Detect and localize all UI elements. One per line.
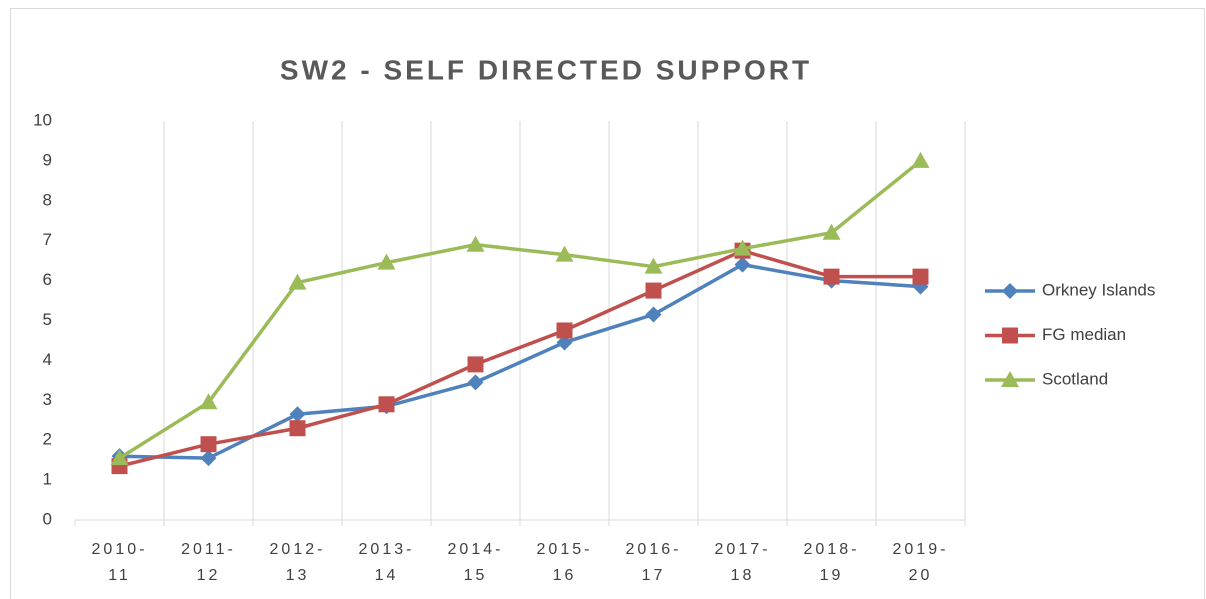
legend-label: FG median [1042,325,1126,344]
marker [645,282,662,299]
marker [377,253,396,270]
marker [1002,283,1018,299]
marker [1001,371,1019,387]
marker [288,273,307,290]
x-tick-label: 2014-15 [448,541,504,584]
marker [467,356,484,373]
marker [378,396,395,413]
y-tick-label: 0 [43,509,52,528]
marker [289,406,306,423]
y-tick-label: 9 [43,150,52,169]
marker [289,420,306,437]
marker [912,268,929,285]
series-line [119,248,921,468]
y-tick-label: 10 [33,110,52,129]
legend-label: Orkney Islands [1042,280,1155,299]
x-tick-label: 2017-18 [715,541,771,584]
marker [645,306,662,323]
x-tick-label: 2011-12 [181,541,236,584]
marker [466,235,485,252]
y-tick-label: 8 [43,190,52,209]
marker [734,256,751,273]
marker [911,151,930,168]
y-tick-label: 4 [43,350,52,369]
marker [1002,327,1018,344]
y-tick-label: 1 [43,470,52,489]
x-tick-label: 2015-16 [537,541,593,584]
marker [823,268,840,285]
x-tick-label: 2016-17 [626,541,682,584]
marker [555,245,574,262]
marker [467,374,484,391]
marker [733,239,752,256]
y-tick-label: 6 [43,270,52,289]
marker [822,223,841,240]
marker [200,450,217,467]
x-tick-label: 2018-19 [804,541,860,584]
marker [556,322,573,339]
y-tick-label: 7 [43,230,52,249]
x-tick-label: 2019-20 [893,541,949,584]
y-tick-label: 5 [43,310,52,329]
x-tick-label: 2010-11 [92,541,148,584]
marker [644,257,663,274]
chart-border [10,8,1205,599]
x-tick-label: 2012-13 [270,541,326,584]
marker [110,449,129,466]
marker [200,436,217,453]
legend-label: Scotland [1042,369,1108,388]
series-line [118,159,922,460]
y-tick-label: 2 [43,430,52,449]
y-tick-label: 3 [43,390,52,409]
x-tick-label: 2013-14 [359,541,415,584]
chart-title: SW2 - SELF DIRECTED SUPPORT [280,54,812,85]
marker [199,393,218,410]
